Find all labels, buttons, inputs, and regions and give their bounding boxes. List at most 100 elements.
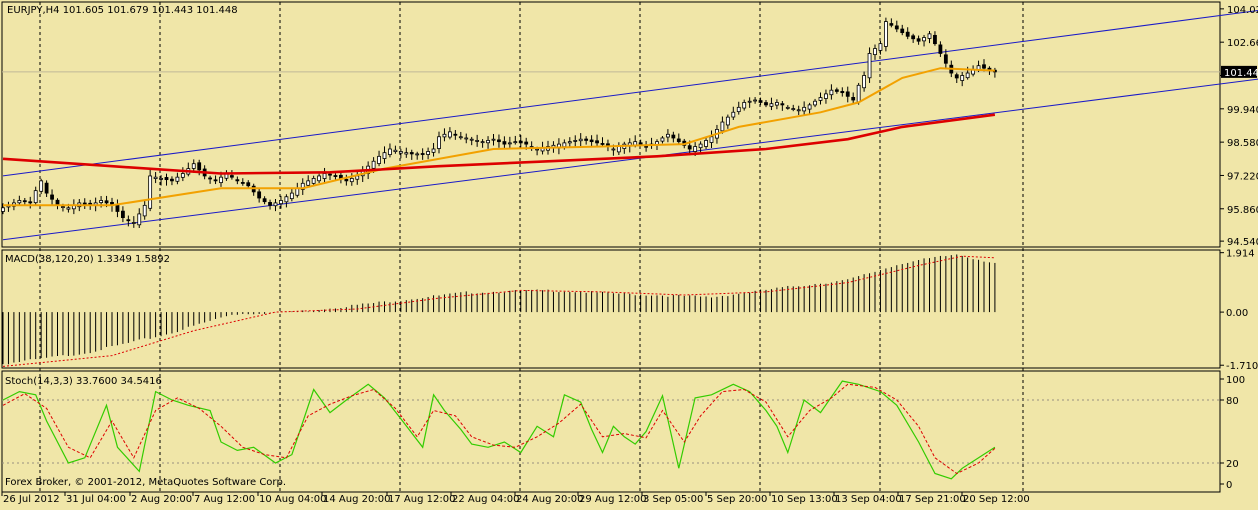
stoch-tick-label: 20 xyxy=(1226,459,1239,470)
candle-body xyxy=(524,141,529,145)
time-tick-label: 20 Sep 12:00 xyxy=(963,494,1030,505)
candle-body xyxy=(513,141,518,144)
time-tick-label: 22 Aug 04:00 xyxy=(452,494,519,505)
candle-body xyxy=(878,43,883,51)
candle-body xyxy=(764,102,768,106)
current-price-tag xyxy=(1221,65,1257,78)
time-tick-label: 2 Aug 20:00 xyxy=(131,494,192,505)
symbol-header: EURJPY,H4 101.605 101.679 101.443 101.44… xyxy=(7,5,238,16)
candle-body xyxy=(115,204,120,212)
candle-body xyxy=(616,146,621,153)
candle-body xyxy=(333,175,338,177)
price-tick-label: 95.860 xyxy=(1227,205,1258,216)
candle-body xyxy=(126,219,131,222)
candle-body xyxy=(589,139,594,143)
price-tick-label: 97.220 xyxy=(1227,171,1258,182)
candle-body xyxy=(121,210,125,219)
candle-body xyxy=(311,177,316,184)
candle-body xyxy=(824,93,828,99)
candle-body xyxy=(742,102,747,109)
candle-body xyxy=(33,190,38,204)
candle-body xyxy=(426,151,431,155)
candle-body xyxy=(458,136,463,139)
candle-body xyxy=(344,178,349,182)
candle-body xyxy=(938,44,943,54)
candle-body xyxy=(884,21,888,47)
candle-body xyxy=(39,180,44,192)
candle-body xyxy=(279,200,283,205)
price-tick-label: 102.660 xyxy=(1227,38,1258,49)
candle-body xyxy=(17,200,22,204)
candle-body xyxy=(535,148,539,151)
time-tick-label: 17 Sep 21:00 xyxy=(899,494,966,505)
candle-body xyxy=(840,90,845,94)
macd-pane xyxy=(1,249,1221,369)
candle-body xyxy=(442,133,447,138)
candle-body xyxy=(660,137,665,142)
candle-body xyxy=(164,177,169,181)
macd-tick-label: 0.00 xyxy=(1226,308,1248,319)
candle-body xyxy=(317,175,322,182)
candle-body xyxy=(50,194,54,200)
time-tick-label: 14 Aug 20:00 xyxy=(323,494,390,505)
candle-body xyxy=(235,179,240,182)
candle-body xyxy=(982,64,986,69)
candle-body xyxy=(502,141,507,145)
copyright-text: Forex Broker, © 2001-2012, MetaQuotes So… xyxy=(5,477,286,488)
candle-body xyxy=(873,48,877,56)
candle-body xyxy=(491,138,496,141)
candle-body xyxy=(229,175,234,178)
candle-body xyxy=(486,140,490,144)
candle-body xyxy=(328,173,332,176)
candle-body xyxy=(578,138,583,142)
candle-body xyxy=(289,192,294,200)
candle-body xyxy=(725,116,730,126)
candle-body xyxy=(507,142,512,145)
candle-body xyxy=(584,138,589,141)
macd-signal-line xyxy=(2,255,995,367)
candle-body xyxy=(99,200,103,204)
candle-body xyxy=(676,138,681,143)
time-tick-label: 29 Aug 12:00 xyxy=(579,494,646,505)
candle-body xyxy=(148,175,153,209)
time-tick-label: 13 Sep 04:00 xyxy=(835,494,902,505)
candle-body xyxy=(736,106,741,113)
candle-body xyxy=(818,97,823,101)
candle-body xyxy=(753,99,757,102)
candle-body xyxy=(240,182,245,184)
candle-body xyxy=(813,100,817,106)
price-tick-label: 94.540 xyxy=(1227,237,1258,248)
candle-body xyxy=(731,111,736,118)
candle-body xyxy=(349,177,354,183)
ma-slow-line xyxy=(2,113,996,175)
candle-body xyxy=(933,34,937,45)
time-tick-label: 10 Sep 13:00 xyxy=(771,494,838,505)
candle-body xyxy=(431,148,436,153)
candle-body xyxy=(638,142,643,145)
candle-body xyxy=(371,160,376,169)
candle-body xyxy=(262,198,267,203)
candle-body xyxy=(802,106,807,112)
candle-body xyxy=(845,91,850,97)
candle-body xyxy=(377,155,381,164)
candle-body xyxy=(213,179,218,182)
candle-body xyxy=(246,182,251,187)
channel-line xyxy=(2,10,1258,177)
candle-body xyxy=(197,162,202,171)
candle-body xyxy=(693,146,698,152)
candle-body xyxy=(775,102,779,106)
time-tick-label: 24 Aug 20:00 xyxy=(516,494,583,505)
candle-body xyxy=(28,201,33,204)
candle-body xyxy=(595,140,599,144)
candle-body xyxy=(856,84,861,103)
candle-body xyxy=(131,222,136,224)
candle-body xyxy=(720,121,725,132)
candle-body xyxy=(747,100,752,103)
time-tick-label: 3 Sep 05:00 xyxy=(643,494,703,505)
candle-body xyxy=(159,177,163,180)
candle-body xyxy=(66,207,71,210)
candle-body xyxy=(687,145,692,150)
candle-body xyxy=(257,191,262,199)
ma-fast-line xyxy=(3,67,995,207)
